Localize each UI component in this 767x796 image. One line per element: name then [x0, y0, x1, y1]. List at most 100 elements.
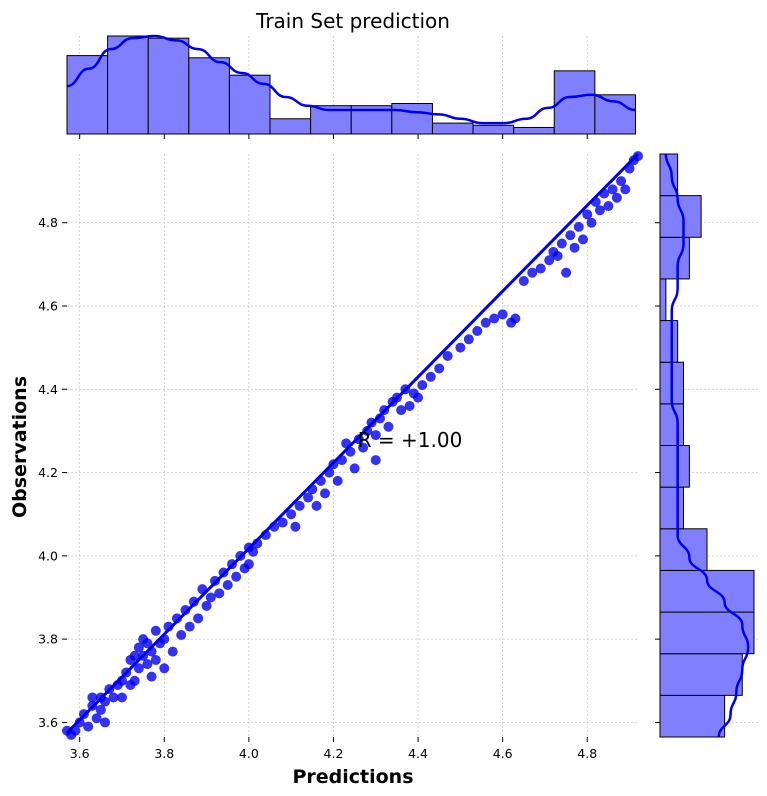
data-point [561, 267, 572, 278]
data-point [616, 176, 627, 187]
data-point [311, 500, 322, 511]
data-point [370, 430, 381, 441]
right-hist-kde-curve [664, 153, 750, 738]
data-point [370, 455, 381, 466]
data-point [594, 205, 605, 216]
data-point [489, 313, 500, 324]
data-point [188, 596, 199, 607]
data-point [603, 201, 614, 212]
data-point [535, 263, 546, 274]
chart-title: Train Set prediction [255, 9, 450, 33]
x-tick-label: 3.6 [70, 746, 90, 761]
data-point [582, 209, 593, 220]
right-hist-bar [659, 403, 684, 447]
data-point [404, 400, 415, 411]
data-point [142, 638, 153, 649]
right-hist-bar [659, 236, 690, 280]
top-hist-bar [147, 37, 190, 135]
data-point [184, 621, 195, 632]
data-point [349, 463, 360, 474]
data-point [472, 325, 483, 336]
data-point [159, 663, 170, 674]
data-point [565, 230, 576, 241]
right-hist-bar [659, 653, 743, 696]
x-axis-label: Predictions [292, 766, 413, 788]
data-point [480, 317, 491, 328]
data-point [116, 692, 127, 703]
data-point [374, 413, 385, 424]
data-point [552, 251, 563, 262]
y-tick-label: 3.8 [38, 632, 58, 647]
data-point [100, 696, 111, 707]
x-tick-label: 4.8 [577, 746, 597, 761]
data-point [214, 588, 225, 599]
top-hist-bar [391, 103, 433, 135]
data-point [434, 363, 445, 374]
data-point [383, 421, 394, 432]
data-point [248, 546, 259, 557]
data-point [133, 642, 144, 653]
top-hist-kde-curve [66, 34, 636, 125]
data-point [573, 221, 584, 232]
data-point [133, 663, 144, 674]
right-hist-bar [659, 528, 708, 571]
data-point [425, 371, 436, 382]
x-tick-label: 4.0 [239, 746, 259, 761]
y-tick-label: 4.4 [38, 382, 58, 397]
data-point [167, 646, 178, 657]
data-point [556, 238, 567, 249]
top-hist-bar [269, 118, 312, 135]
y-tick-label: 4.2 [38, 465, 58, 480]
data-point [193, 613, 204, 624]
data-point [544, 255, 555, 266]
data-point [176, 629, 187, 640]
top-hist-bar [66, 55, 109, 135]
data-point [620, 184, 631, 195]
data-point [205, 592, 216, 603]
top-hist-bar [107, 35, 149, 135]
right-marginal-histogram [655, 153, 760, 738]
data-point [286, 509, 297, 520]
y-tick-label: 3.6 [38, 715, 58, 730]
data-point [497, 309, 508, 320]
data-point [201, 600, 212, 611]
data-point [527, 267, 538, 278]
data-point [611, 192, 622, 203]
data-point [303, 492, 314, 503]
data-point [353, 434, 364, 445]
data-point [95, 704, 106, 715]
data-point [413, 392, 424, 403]
data-point [290, 521, 301, 532]
data-point [243, 559, 254, 570]
data-point [277, 517, 288, 528]
data-point [442, 350, 453, 361]
data-point [294, 500, 305, 511]
data-point [150, 654, 161, 665]
top-hist-bar [472, 124, 515, 135]
data-point [578, 234, 589, 245]
x-tick-label: 4.4 [408, 746, 428, 761]
data-point [455, 342, 466, 353]
data-point [142, 659, 153, 670]
main-scatter-plot: 3.6 3.8 4.0 4.2 4.4 4.6 4.8 3.6 3.8 4.0 4.2 4.4 4.6 4… [38, 151, 643, 761]
top-hist-bar [188, 57, 230, 135]
data-point [108, 692, 119, 703]
data-point [222, 580, 233, 591]
y-tick-label: 4.0 [38, 548, 58, 563]
data-point [91, 713, 102, 724]
data-point [129, 675, 140, 686]
top-hist-bar [513, 126, 555, 135]
top-hist-bar [553, 70, 596, 135]
data-point [180, 604, 191, 615]
correlation-annotation: R = +1.00 [358, 428, 463, 452]
data-point [463, 334, 474, 345]
right-hist-bar [659, 195, 702, 238]
data-point [150, 625, 161, 636]
top-marginal-histogram [66, 34, 636, 139]
data-point [320, 488, 331, 499]
x-tick-label: 4.2 [324, 746, 344, 761]
right-hist-bar [659, 694, 726, 738]
right-hist-bar [659, 278, 667, 322]
data-point [146, 671, 157, 682]
